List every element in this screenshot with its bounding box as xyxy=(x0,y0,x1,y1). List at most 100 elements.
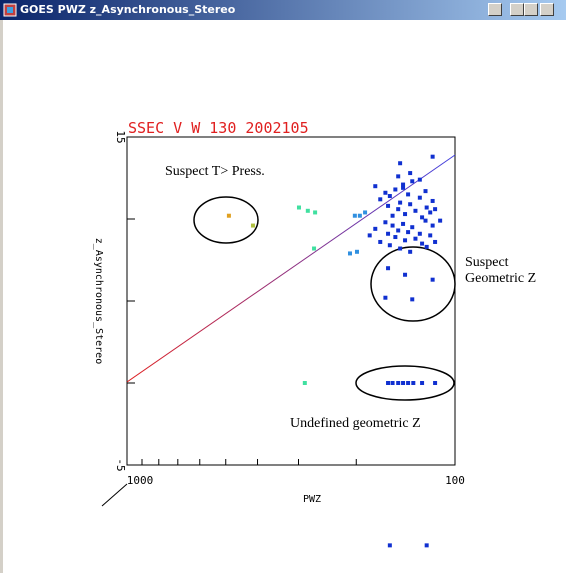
annotation: Suspect T> Press. xyxy=(165,164,265,179)
y-axis-label: z_Asynchronous_Stereo xyxy=(93,238,104,364)
point xyxy=(420,381,425,385)
point xyxy=(408,171,413,176)
point xyxy=(347,251,352,256)
axis-corner xyxy=(101,483,128,507)
point xyxy=(428,233,433,238)
point xyxy=(398,161,403,166)
point xyxy=(378,239,383,244)
point xyxy=(423,218,428,223)
annotation: Undefined geometric Z xyxy=(290,416,421,431)
reference-line xyxy=(126,154,456,383)
point xyxy=(398,246,403,251)
point xyxy=(401,381,406,385)
point xyxy=(411,381,416,385)
point xyxy=(386,231,391,236)
point xyxy=(428,210,433,215)
point xyxy=(302,381,307,385)
point xyxy=(354,249,359,254)
point xyxy=(396,207,401,212)
point xyxy=(378,197,383,202)
point xyxy=(383,295,388,300)
point xyxy=(406,381,411,385)
point xyxy=(387,243,392,248)
x-tick-label: 1000 xyxy=(127,474,154,487)
point xyxy=(386,381,391,385)
point xyxy=(352,213,357,218)
point xyxy=(424,543,429,548)
y-tick-label: 15 xyxy=(114,130,127,143)
point xyxy=(424,205,429,210)
point xyxy=(312,246,317,251)
window-title: GOES PWZ z_Asynchronous_Stereo xyxy=(20,3,236,16)
point xyxy=(408,202,413,207)
point xyxy=(390,213,395,218)
point xyxy=(383,190,388,195)
point xyxy=(396,174,401,179)
point xyxy=(401,182,406,187)
point xyxy=(363,210,368,215)
point xyxy=(387,194,392,199)
point xyxy=(410,179,415,184)
point xyxy=(430,154,435,159)
highlight-ellipse xyxy=(370,246,456,322)
point xyxy=(357,213,362,218)
point xyxy=(430,223,435,228)
point xyxy=(417,177,422,182)
point xyxy=(313,210,318,215)
point xyxy=(226,213,231,218)
point xyxy=(403,272,408,277)
point xyxy=(433,381,438,385)
point xyxy=(393,187,398,192)
title-bar: GOES PWZ z_Asynchronous_Stereo xyxy=(0,0,566,20)
point xyxy=(420,215,425,220)
point xyxy=(367,233,372,238)
point xyxy=(387,543,392,548)
point xyxy=(413,208,418,213)
point xyxy=(393,235,398,240)
point xyxy=(398,200,403,205)
point xyxy=(401,185,406,190)
x-tick-label: 100 xyxy=(445,474,465,487)
point xyxy=(373,184,378,189)
point xyxy=(373,226,378,231)
point xyxy=(386,203,391,208)
point xyxy=(408,249,413,254)
point xyxy=(401,221,406,226)
highlight-ellipse xyxy=(355,365,455,401)
point xyxy=(403,212,408,217)
point xyxy=(413,236,418,241)
point xyxy=(420,241,425,246)
point xyxy=(410,297,415,302)
point xyxy=(406,230,411,235)
point xyxy=(433,239,438,244)
x-axis-label: PWZ xyxy=(303,494,321,505)
extra-button[interactable] xyxy=(488,3,502,16)
point xyxy=(396,228,401,233)
point xyxy=(386,266,391,271)
close-button[interactable] xyxy=(540,3,554,16)
point xyxy=(305,208,310,213)
point xyxy=(296,205,301,210)
point xyxy=(438,218,443,223)
point xyxy=(383,220,388,225)
point xyxy=(410,225,415,230)
point xyxy=(430,198,435,203)
point xyxy=(403,238,408,243)
point xyxy=(396,381,401,385)
maximize-button[interactable] xyxy=(524,3,538,16)
annotation: Suspect xyxy=(465,255,509,270)
point xyxy=(390,381,395,385)
point xyxy=(430,277,435,282)
highlight-ellipse xyxy=(193,196,259,244)
app-icon xyxy=(3,3,17,17)
point xyxy=(406,192,411,197)
point xyxy=(423,189,428,194)
y-tick-label: -5 xyxy=(114,458,127,471)
point xyxy=(417,195,422,200)
window-border xyxy=(0,20,3,573)
point xyxy=(390,223,395,228)
minimize-button[interactable] xyxy=(510,3,524,16)
point xyxy=(417,231,422,236)
